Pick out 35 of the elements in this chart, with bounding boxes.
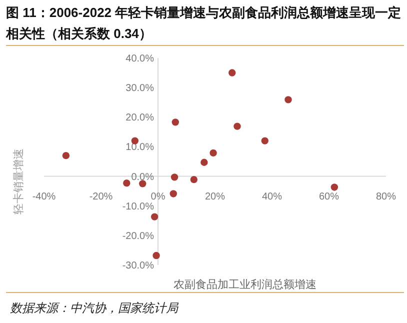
y-tick-label: 20.0% [126, 112, 154, 124]
x-tick-label: -20% [89, 191, 113, 202]
point [200, 158, 208, 166]
point [62, 152, 70, 160]
point [234, 122, 241, 130]
y-tick-label: -30.0% [122, 260, 154, 272]
point [172, 118, 179, 126]
point [261, 137, 268, 144]
point [123, 179, 130, 187]
source-note: 数据来源：中汽协，国家统计局 [10, 300, 178, 317]
y-tick-label: -10.0% [122, 201, 154, 212]
point [150, 213, 158, 220]
x-tick-label: 40% [262, 191, 282, 202]
y-tick-label: 0.0% [131, 172, 154, 183]
y-tick-label: 10.0% [126, 142, 154, 154]
x-tick-label: 80% [376, 191, 396, 202]
point [170, 190, 177, 198]
x-tick-label: -40% [32, 191, 56, 202]
point [139, 180, 146, 188]
y-tick-label: 30.0% [126, 83, 154, 94]
x-tick-label: 60% [318, 191, 340, 202]
point [330, 184, 338, 191]
point [210, 149, 217, 157]
point [190, 176, 198, 184]
point [228, 69, 236, 76]
chart-title: 图 11：2006-2022 年轻卡销量增速与农副食品利润总额增速呈现一定相关性（相关系数 0.34） [6, 4, 402, 43]
point [284, 96, 292, 104]
x-tick-label: 0% [150, 191, 166, 202]
y-axis-title: 轻卡销量增速 [12, 148, 25, 214]
x-tick-label: 20% [204, 191, 226, 202]
x-axis-title: 农副食品加工业利润总额增速 [174, 278, 316, 291]
y-tick-label: -20.0% [122, 230, 154, 242]
y-tick-label: 40.0% [126, 54, 154, 64]
point [170, 174, 178, 181]
point [152, 252, 160, 260]
